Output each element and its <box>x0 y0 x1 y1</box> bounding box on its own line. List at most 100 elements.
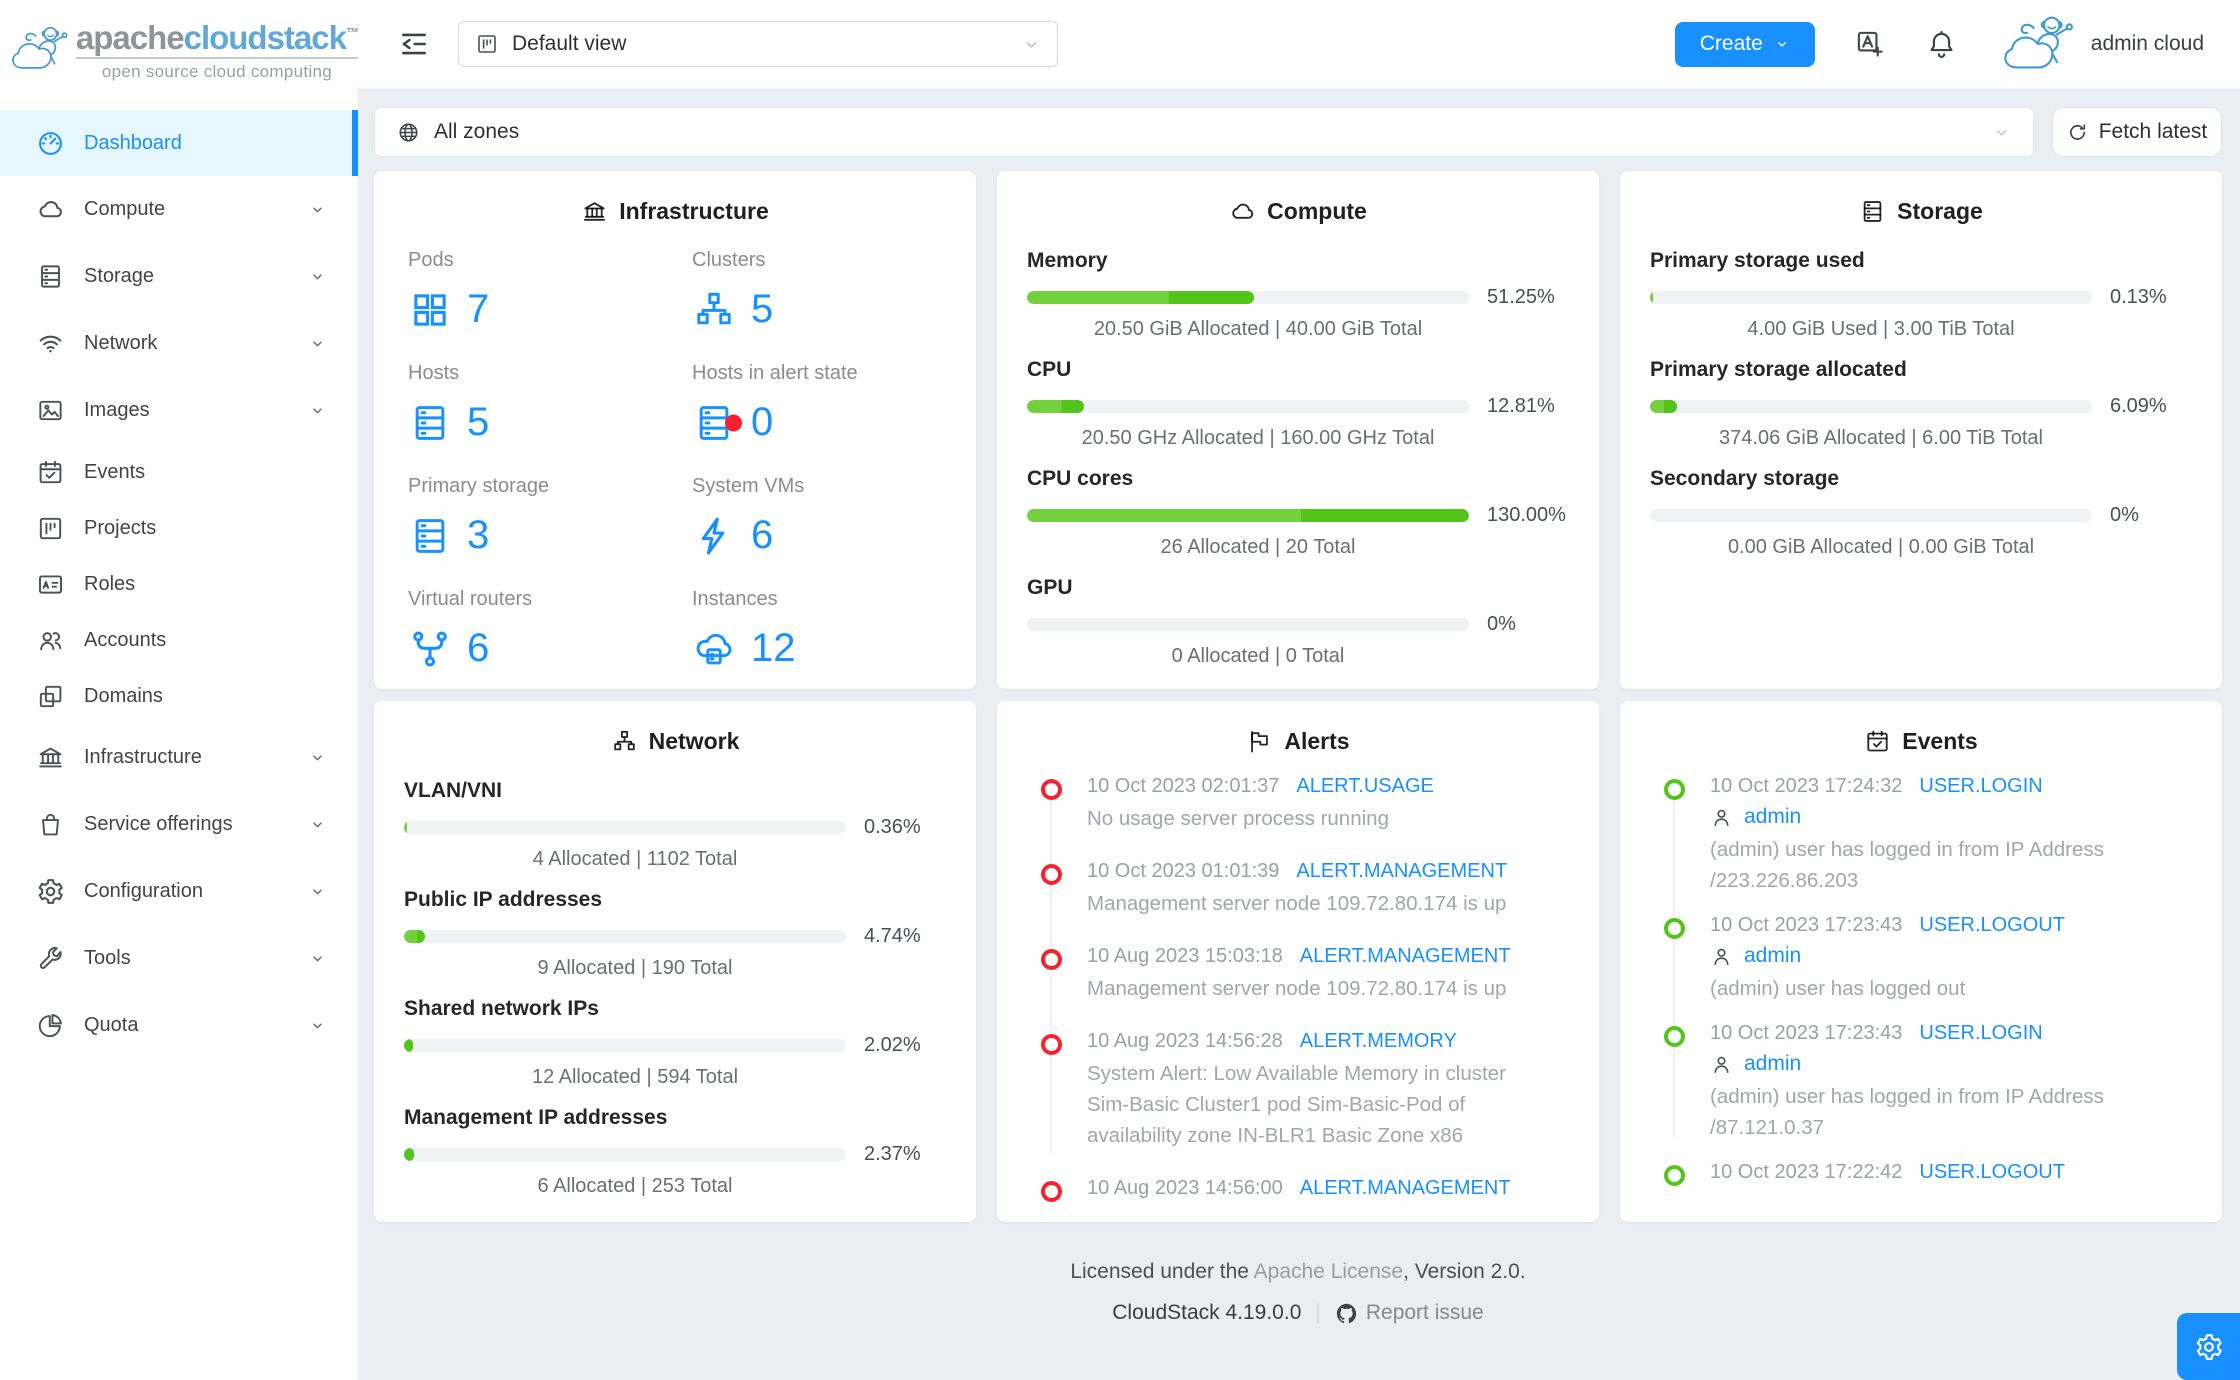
bank-icon <box>581 198 608 225</box>
sidebar-item-accounts[interactable]: Accounts <box>0 612 358 668</box>
stat-virtual-routers-value[interactable]: 6 <box>408 626 489 671</box>
stat-instances-value[interactable]: 12 <box>692 626 796 671</box>
content-area: All zones Fetch latest Infrastructure Po… <box>358 89 2240 1380</box>
storage-card-title: Storage <box>1620 198 2222 225</box>
progress-bar <box>404 930 846 943</box>
apache-license-link[interactable]: Apache License <box>1253 1260 1404 1283</box>
events-card-title: Events <box>1620 728 2222 755</box>
sidebar-item-events[interactable]: Events <box>0 444 358 500</box>
events-card: Events 10 Oct 2023 17:24:32 USER.LOGIN ad… <box>1620 701 2222 1222</box>
progress-bar <box>1650 509 2092 522</box>
metric-cpu-cores: CPU cores 130.00% 26 Allocated | 20 Tota… <box>1027 467 1566 558</box>
report-issue-link[interactable]: Report issue <box>1335 1301 1484 1325</box>
stat-clusters-value[interactable]: 5 <box>692 287 773 332</box>
sidebar-item-quota[interactable]: Quota <box>0 992 358 1059</box>
metric-primary-storage-used: Primary storage used 0.13% 4.00 GiB Used… <box>1650 249 2167 340</box>
chevron-down-icon <box>309 883 326 900</box>
bank-icon <box>36 743 65 772</box>
alerts-card: Alerts 10 Oct 2023 02:01:37 ALERT.USAGE N… <box>997 701 1599 1222</box>
shopping-bag-icon <box>36 810 65 839</box>
sidebar-item-images[interactable]: Images <box>0 377 358 444</box>
event-user-link[interactable]: admin <box>1744 805 1802 828</box>
progress-bar <box>1650 291 2092 304</box>
event-user-link[interactable]: admin <box>1744 1052 1802 1075</box>
alert-type-link[interactable]: ALERT.MANAGEMENT <box>1299 945 1511 967</box>
metric-memory: Memory 51.25% 20.50 GiB Allocated | 40.0… <box>1027 249 1555 340</box>
username: admin cloud <box>2090 32 2204 55</box>
zone-selector[interactable]: All zones <box>374 107 2034 157</box>
alerts-timeline: 10 Oct 2023 02:01:37 ALERT.USAGE No usage… <box>997 755 1599 1202</box>
top-bar: Default view Create admin cloud <box>358 0 2240 89</box>
main-area: Default view Create admin cloud All zone… <box>358 0 2240 1380</box>
wrench-icon <box>36 944 65 973</box>
dashboard-icon <box>36 129 65 158</box>
events-timeline: 10 Oct 2023 17:24:32 USER.LOGIN admin (ad… <box>1620 755 2222 1186</box>
network-card-title: Network <box>374 728 976 755</box>
sidebar-item-roles[interactable]: Roles <box>0 556 358 612</box>
alert-type-link[interactable]: ALERT.USAGE <box>1296 775 1434 797</box>
sidebar-menu: Dashboard Compute Storage Network Images… <box>0 98 358 1059</box>
settings-fab-button[interactable] <box>2177 1313 2240 1380</box>
sidebar-item-service-offerings[interactable]: Service offerings <box>0 791 358 858</box>
event-type-link[interactable]: USER.LOGIN <box>1919 1022 2043 1044</box>
reload-icon <box>2067 122 2088 143</box>
chevron-down-icon <box>309 201 326 218</box>
event-type-link[interactable]: USER.LOGOUT <box>1919 914 2065 936</box>
event-user-link[interactable]: admin <box>1744 944 1802 967</box>
user-menu[interactable]: admin cloud <box>1997 12 2204 76</box>
translate-icon[interactable] <box>1855 29 1886 60</box>
view-selector[interactable]: Default view <box>458 21 1058 67</box>
sidebar-item-network[interactable]: Network <box>0 310 358 377</box>
thunderbolt-icon <box>692 514 736 558</box>
cloud-icon <box>1229 198 1256 225</box>
stat-virtual-routers: Virtual routers 6 <box>408 588 533 671</box>
metric-gpu: GPU 0% 0 Allocated | 0 Total <box>1027 576 1516 667</box>
database-icon <box>1859 198 1886 225</box>
compute-card-title: Compute <box>997 198 1599 225</box>
metric-vlan: VLAN/VNI 0.36% 4 Allocated | 1102 Total <box>404 779 921 870</box>
cloudstack-monkey-logo-icon <box>10 15 72 83</box>
event-item: 10 Oct 2023 17:22:42 USER.LOGOUT <box>1664 1161 2192 1186</box>
event-type-link[interactable]: USER.LOGIN <box>1919 775 2043 797</box>
stat-pods-value[interactable]: 7 <box>408 287 489 332</box>
infrastructure-card-title: Infrastructure <box>374 198 976 225</box>
appstore-icon <box>408 288 452 332</box>
stat-primary-storage-value[interactable]: 3 <box>408 513 489 558</box>
alert-item: 10 Aug 2023 15:03:18 ALERT.MANAGEMENT Man… <box>1041 945 1569 1004</box>
github-icon <box>1335 1302 1358 1325</box>
stat-instances: Instances 12 <box>692 588 796 671</box>
user-icon <box>1710 1053 1733 1076</box>
zone-selector-value: All zones <box>434 120 520 143</box>
footer: Licensed under the Apache License, Versi… <box>1070 1260 1526 1325</box>
bell-icon[interactable] <box>1926 29 1957 60</box>
sidebar-item-infrastructure[interactable]: Infrastructure <box>0 724 358 791</box>
alert-type-link[interactable]: ALERT.MANAGEMENT <box>1299 1177 1511 1199</box>
event-item: 10 Oct 2023 17:23:43 USER.LOGOUT admin (a… <box>1664 914 2192 1004</box>
stat-hosts-alert-value[interactable]: 0 <box>692 400 773 445</box>
chevron-down-icon <box>1774 36 1790 52</box>
pie-chart-icon <box>36 1011 65 1040</box>
chevron-down-icon <box>309 268 326 285</box>
sidebar-item-projects[interactable]: Projects <box>0 500 358 556</box>
sidebar-item-compute[interactable]: Compute <box>0 176 358 243</box>
fetch-latest-button[interactable]: Fetch latest <box>2052 107 2222 157</box>
app-logo[interactable]: apachecloudstack™ open source cloud comp… <box>0 0 359 98</box>
alert-type-link[interactable]: ALERT.MANAGEMENT <box>1296 860 1508 882</box>
sidebar-item-storage[interactable]: Storage <box>0 243 358 310</box>
stat-system-vms-value[interactable]: 6 <box>692 513 773 558</box>
cluster-icon <box>692 288 736 332</box>
event-type-link[interactable]: USER.LOGOUT <box>1919 1161 2065 1183</box>
sidebar-item-dashboard[interactable]: Dashboard <box>0 110 358 176</box>
sidebar-item-domains[interactable]: Domains <box>0 668 358 724</box>
menu-fold-icon[interactable] <box>398 28 430 60</box>
stat-hosts-value[interactable]: 5 <box>408 400 489 445</box>
sidebar-item-tools[interactable]: Tools <box>0 925 358 992</box>
alert-type-link[interactable]: ALERT.MEMORY <box>1299 1030 1457 1052</box>
create-button[interactable]: Create <box>1674 21 1815 67</box>
sidebar-item-configuration[interactable]: Configuration <box>0 858 358 925</box>
chevron-down-icon <box>309 950 326 967</box>
gear-icon <box>36 877 65 906</box>
stat-hosts-alert: Hosts in alert state 0 <box>692 362 858 445</box>
stat-pods: Pods 7 <box>408 249 490 332</box>
